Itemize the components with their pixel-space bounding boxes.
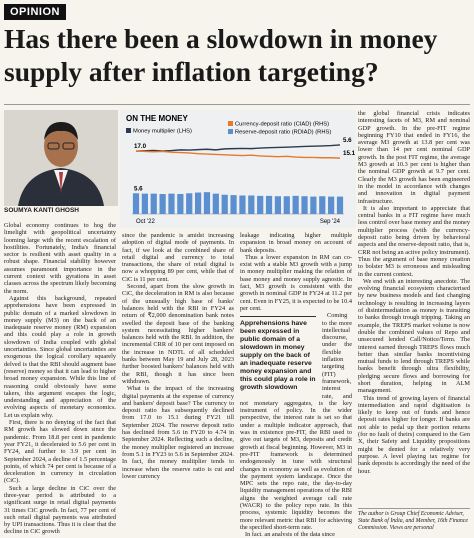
legend-swatch <box>126 128 131 133</box>
paragraph: We end with an interesting anecdote. The… <box>358 277 470 395</box>
bar <box>265 195 273 214</box>
bar <box>177 194 184 214</box>
divider <box>4 104 470 105</box>
data-label: 17.0 <box>134 143 147 150</box>
paragraph: the global financial crisis indicates in… <box>358 110 470 205</box>
author-note: The author is Group Chief Economic Advis… <box>358 508 470 531</box>
bar <box>336 196 344 214</box>
paragraph: This trend of growing layers of financia… <box>358 394 470 475</box>
section-tag: OPINION <box>4 4 66 20</box>
data-label: 5.6 <box>343 137 352 144</box>
data-label: 5.6 <box>134 185 143 192</box>
paragraph: Global economy continues to hog the lime… <box>4 222 116 295</box>
bar <box>150 193 157 214</box>
bar <box>230 195 237 214</box>
column: since the pandemic is amidst increasing … <box>122 232 234 536</box>
legend-label: Money multiplier (LHS) <box>133 129 192 135</box>
paragraph: What is the impact of the increasing dig… <box>122 385 234 480</box>
x-tick-label: Oct '22 <box>136 219 155 225</box>
legend-swatch <box>228 129 233 134</box>
author-name: SOUMYA KANTI GHOSH <box>4 207 79 214</box>
paragraph: Coming to the more intellectual discours… <box>240 312 352 531</box>
bar <box>328 196 335 214</box>
bar <box>283 196 290 214</box>
bar <box>194 192 202 214</box>
legend-label: Reserve-deposit ratio (RDIAD) (RHS) <box>235 130 331 136</box>
pull-quote: Apprehensions have been expressed in pub… <box>240 316 316 392</box>
bar <box>141 193 148 214</box>
bar <box>301 196 308 214</box>
paragraph: Thus a lower expansion in RM can co-exis… <box>240 253 352 312</box>
bar <box>186 193 193 214</box>
paragraph: First, there is no denying of the fact t… <box>4 419 116 485</box>
bar <box>168 193 175 214</box>
bar <box>274 196 282 214</box>
paragraph: Against this background, repeated appreh… <box>4 294 116 419</box>
paragraph: since the pandemic is amidst increasing … <box>122 232 234 283</box>
bar <box>221 194 228 214</box>
bar <box>132 193 140 214</box>
data-label: 15.1 <box>343 150 356 157</box>
bar <box>203 192 211 214</box>
headline: Has there been a slowdown in money suppl… <box>4 23 438 87</box>
bar <box>319 196 326 214</box>
bar <box>310 196 317 214</box>
legend-label: Currency-deposit ratio (CIAD) (RHS) <box>235 122 329 128</box>
bar <box>212 193 219 214</box>
line <box>135 144 341 152</box>
line <box>135 150 341 159</box>
bar <box>248 195 255 214</box>
paragraph: leakage indicating higher multiple expan… <box>240 232 352 254</box>
legend-swatch <box>228 121 233 126</box>
chart: ON THE MONEY Money multiplier (LHS) Curren… <box>120 110 356 228</box>
column: Global economy continues to hog the lime… <box>4 222 116 536</box>
chart-background <box>120 110 356 228</box>
bar <box>159 194 166 214</box>
paragraph: In fact, an analysis of the data since <box>245 531 335 536</box>
bar <box>239 195 246 214</box>
column: the global financial crisis indicates in… <box>358 110 470 506</box>
bar <box>257 195 264 214</box>
column: leakage indicating higher multiple expan… <box>240 232 352 536</box>
author-photo <box>4 110 118 206</box>
paragraph: Such a large decline in CiC over the thr… <box>4 484 116 536</box>
bar <box>292 195 299 214</box>
x-tick-label: Sep '24 <box>320 219 341 225</box>
paragraph: It is also important to appreciate that … <box>358 204 470 278</box>
chart-title: ON THE MONEY <box>126 114 188 123</box>
paragraph: Second, apart from the slow growth in Ci… <box>122 283 234 385</box>
